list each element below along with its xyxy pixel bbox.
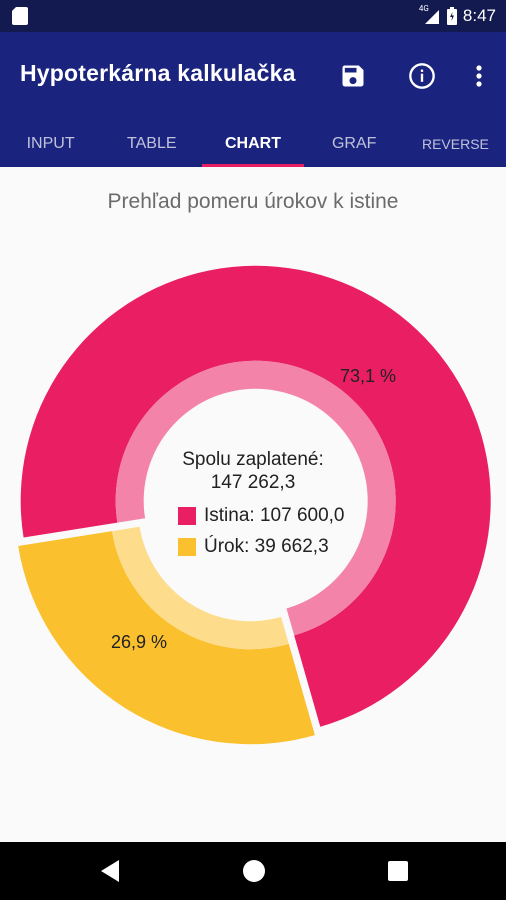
signal-icon: 4G <box>419 0 441 32</box>
status-indicators: 4G 8:47 <box>419 0 496 32</box>
app-title: Hypoterkárna kalkulačka <box>20 60 296 86</box>
inner-ring-urok <box>112 526 289 650</box>
slice-istina[interactable] <box>20 265 491 727</box>
legend-swatch-istina <box>178 506 196 525</box>
back-icon[interactable] <box>96 856 126 886</box>
donut-chart <box>18 265 491 745</box>
slice-label-urok: 26,9 % <box>111 632 168 652</box>
total-paid-label: Spolu zaplatené: <box>182 449 324 470</box>
app-bar: Hypoterkárna kalkulačka INPUT TABLE CHAR… <box>0 32 506 167</box>
recents-icon[interactable] <box>383 856 413 886</box>
info-icon[interactable] <box>402 56 442 96</box>
status-bar: 4G 8:47 <box>0 0 506 32</box>
legend-item-urok: Úrok: 39 662,3 <box>178 531 345 562</box>
legend-item-istina: Istina: 107 600,0 <box>178 500 345 531</box>
save-icon[interactable] <box>333 56 373 96</box>
legend-swatch-urok <box>178 537 196 556</box>
slice-urok[interactable] <box>18 531 315 745</box>
battery-icon <box>446 7 457 25</box>
total-paid-value: 147 262,3 <box>210 472 296 493</box>
tab-input[interactable]: INPUT <box>26 134 75 152</box>
legend-label-istina: Istina: 107 600,0 <box>204 504 345 526</box>
total-paid: Spolu zaplatené: 147 262,3 <box>0 448 506 494</box>
home-icon[interactable] <box>239 856 269 886</box>
slice-label-istina: 73,1 % <box>340 366 397 386</box>
navigation-bar <box>0 842 506 900</box>
chart-title: Prehľad pomeru úrokov k istine <box>107 190 399 213</box>
network-type: 4G <box>418 4 429 13</box>
tab-graf[interactable]: GRAF <box>331 134 377 152</box>
more-vert-icon[interactable] <box>459 56 499 96</box>
tab-chart[interactable]: CHART <box>202 120 304 167</box>
tab-reverse[interactable]: REVERSE <box>421 135 489 152</box>
status-time: 8:47 <box>462 6 496 25</box>
legend-label-urok: Úrok: 39 662,3 <box>204 535 329 557</box>
tab-table[interactable]: TABLE <box>127 134 177 152</box>
chart-legend: Istina: 107 600,0 Úrok: 39 662,3 <box>178 500 345 562</box>
tab-bar: INPUT TABLE CHART GRAF REVERSE <box>0 120 506 167</box>
sd-card-icon <box>12 7 28 25</box>
